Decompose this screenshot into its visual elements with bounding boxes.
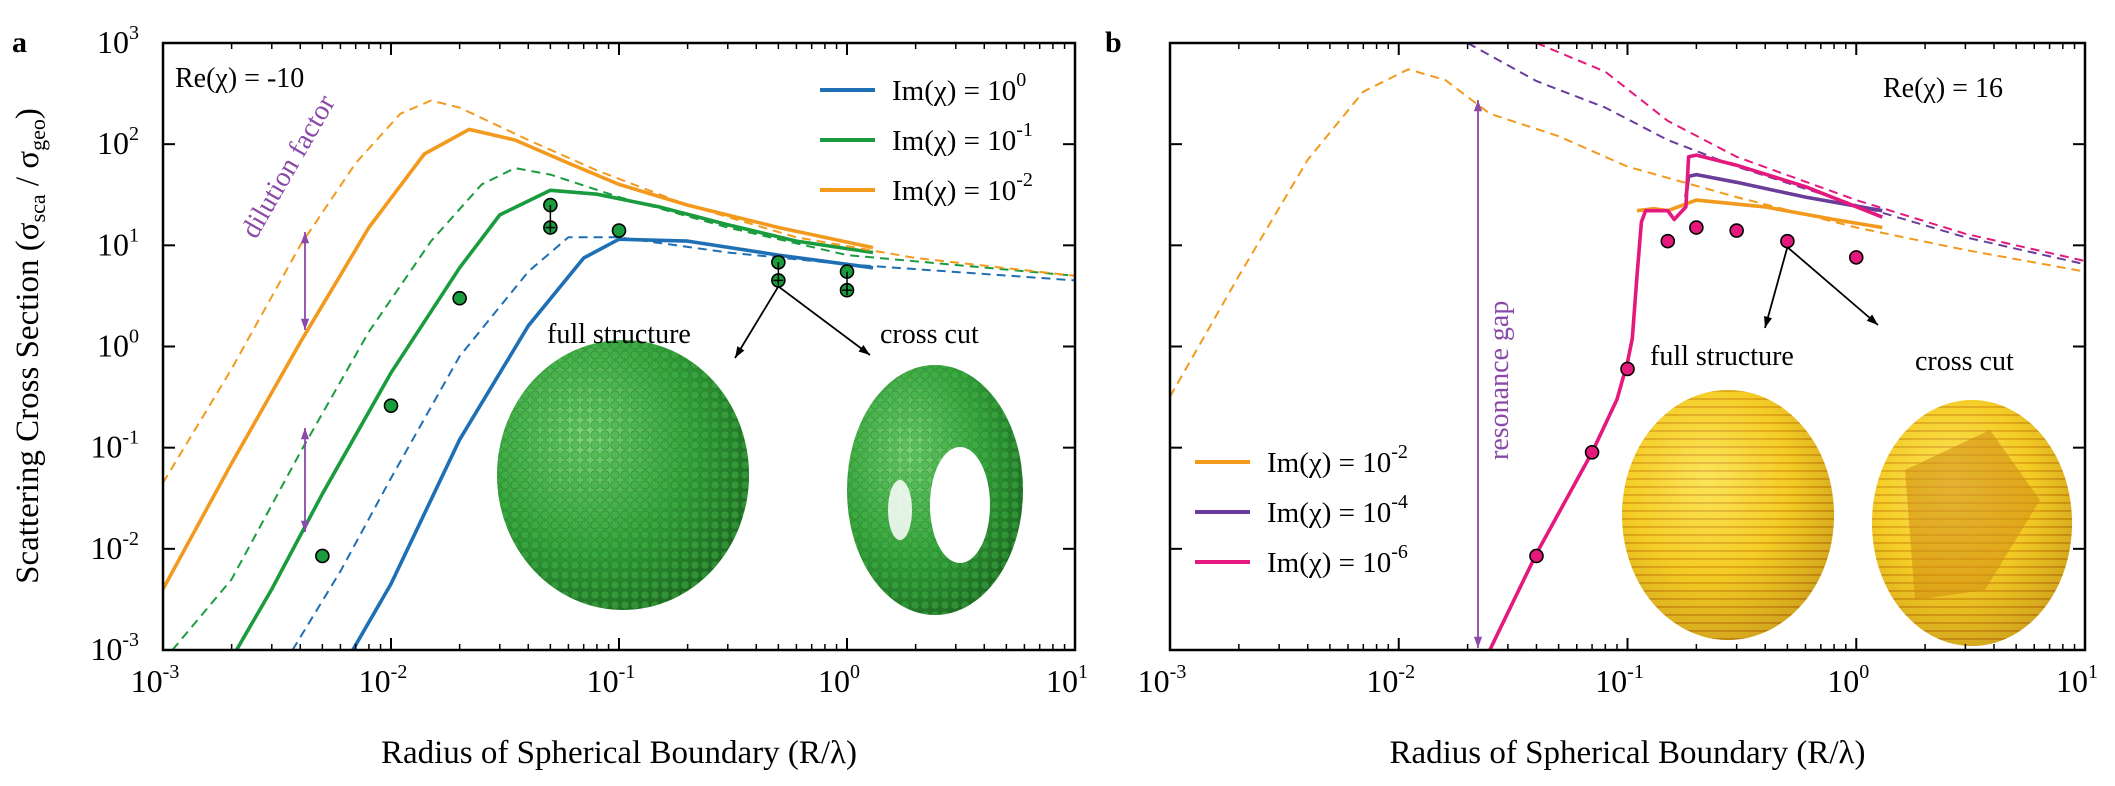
full-structure-render-b <box>1622 390 1834 640</box>
annotation-cut-a: cross cut <box>880 319 979 350</box>
y-tick-label: 10-1 <box>90 427 139 465</box>
series-line-0 <box>1636 198 1883 230</box>
axes-a: 10-3 10-2 10-1 100 101 10-3 10-2 10-1 100 101 102 1… <box>90 22 1088 771</box>
annotation-full-a: full structure <box>547 319 691 350</box>
x-tick-label: 10-3 <box>131 661 180 699</box>
resonance-gap-arrow-head <box>1473 636 1483 648</box>
legend-label: Im(χ) = 10-2 <box>1267 441 1408 479</box>
annotation-re-a: Re(χ) = -10 <box>175 63 304 94</box>
full-structure-render <box>497 340 749 610</box>
data-marker <box>1729 223 1744 238</box>
legend-label: Im(χ) = 10-2 <box>892 169 1033 207</box>
series-line-dashed-5 <box>163 99 1075 484</box>
annotation-dilution: dilution factor <box>235 89 342 243</box>
dilution-arrow-head <box>300 318 310 330</box>
annotation-cut-b: cross cut <box>1915 346 2014 377</box>
series-line-2 <box>234 188 874 650</box>
data-marker <box>1780 233 1795 249</box>
plot-area-b <box>1170 43 2085 650</box>
pointer-arrow <box>1764 246 1789 329</box>
series-line-dashed-1 <box>291 236 1075 650</box>
data-marker <box>1529 548 1544 564</box>
dilution-arrow-head <box>300 520 310 532</box>
series-line-0 <box>351 237 874 650</box>
data-marker <box>1620 361 1635 377</box>
x-axis-title: Radius of Spherical Boundary (R/λ) <box>1389 735 1865 771</box>
x-tick-label: 10-1 <box>1595 661 1644 699</box>
data-marker <box>315 548 330 564</box>
series-line-dashed-3 <box>171 167 1075 650</box>
panel-b-letter: b <box>1105 26 1122 59</box>
y-tick-label: 10-3 <box>90 629 139 667</box>
legend-a: Im(χ) = 100 Im(χ) = 10-1 Im(χ) = 10-2 <box>820 69 1033 207</box>
legend-label: Im(χ) = 10-6 <box>1267 541 1408 579</box>
legend-label: Im(χ) = 10-1 <box>892 119 1033 157</box>
data-marker <box>1584 444 1600 460</box>
legend-label: Im(χ) = 10-4 <box>1267 491 1408 529</box>
y-tick-label: 100 <box>97 326 139 364</box>
plot-area-a <box>163 99 1075 650</box>
x-tick-label: 10-2 <box>359 661 408 699</box>
pointer-arrow <box>777 285 871 356</box>
x-tick-label: 10-1 <box>587 661 636 699</box>
annotation-re-b: Re(χ) = 16 <box>1883 73 2003 104</box>
pointer-arrow <box>1786 246 1879 326</box>
data-marker <box>611 223 627 238</box>
y-axis-title: Scattering Cross Section (σsca / σgeo) <box>10 108 50 584</box>
dilution-arrow-head <box>300 232 310 244</box>
x-tick-label: 101 <box>1046 661 1088 699</box>
data-marker <box>1848 250 1864 265</box>
panel-b: b 10-3 10-2 10-1 100 101 Radius of Spherical … <box>1105 26 2098 771</box>
series-line-4 <box>1488 153 1883 650</box>
series-line-dashed-1 <box>1170 68 2085 398</box>
y-tick-label: 101 <box>97 224 139 262</box>
pointer-arrow-head <box>735 346 745 358</box>
cross-cut-render-b <box>1872 400 2072 646</box>
x-tick-label: 101 <box>2056 661 2098 699</box>
panel-a-letter: a <box>12 26 27 59</box>
series-line-dashed-3 <box>1467 43 2085 266</box>
y-tick-label: 10-2 <box>90 528 139 566</box>
x-tick-label: 100 <box>818 661 860 699</box>
data-marker <box>452 290 467 306</box>
dilution-arrow-head <box>300 428 310 440</box>
data-marker <box>383 398 399 413</box>
pointer-arrow <box>734 285 780 359</box>
legend-b: Im(χ) = 10-2 Im(χ) = 10-4 Im(χ) = 10-6 <box>1195 441 1408 579</box>
legend-label: Im(χ) = 100 <box>892 69 1026 107</box>
x-axis-title: Radius of Spherical Boundary (R/λ) <box>381 735 857 771</box>
annotation-full-b: full structure <box>1650 341 1794 372</box>
data-marker <box>1660 233 1676 249</box>
series-line-dashed-5 <box>1536 43 2085 262</box>
x-tick-label: 100 <box>1827 661 1869 699</box>
y-tick-label: 103 <box>97 22 139 60</box>
cross-cut-render <box>847 365 1023 615</box>
x-tick-label: 10-2 <box>1366 661 1415 699</box>
pointer-arrow-head <box>1866 314 1878 325</box>
axes-b: 10-3 10-2 10-1 100 101 Radius of Spherical Bo… <box>1138 41 2098 771</box>
data-marker <box>1689 220 1704 235</box>
y-tick-label: 102 <box>97 123 139 161</box>
resonance-gap-arrow-head <box>1473 100 1483 112</box>
pointer-arrow-head <box>858 344 870 355</box>
annotation-resonance-gap: resonance gap <box>1484 301 1515 460</box>
pointer-arrow-head <box>1764 316 1772 328</box>
x-tick-label: 10-3 <box>1138 661 1187 699</box>
panel-a: a Scattering Cross Section (σsca / σgeo)… <box>10 22 1088 771</box>
